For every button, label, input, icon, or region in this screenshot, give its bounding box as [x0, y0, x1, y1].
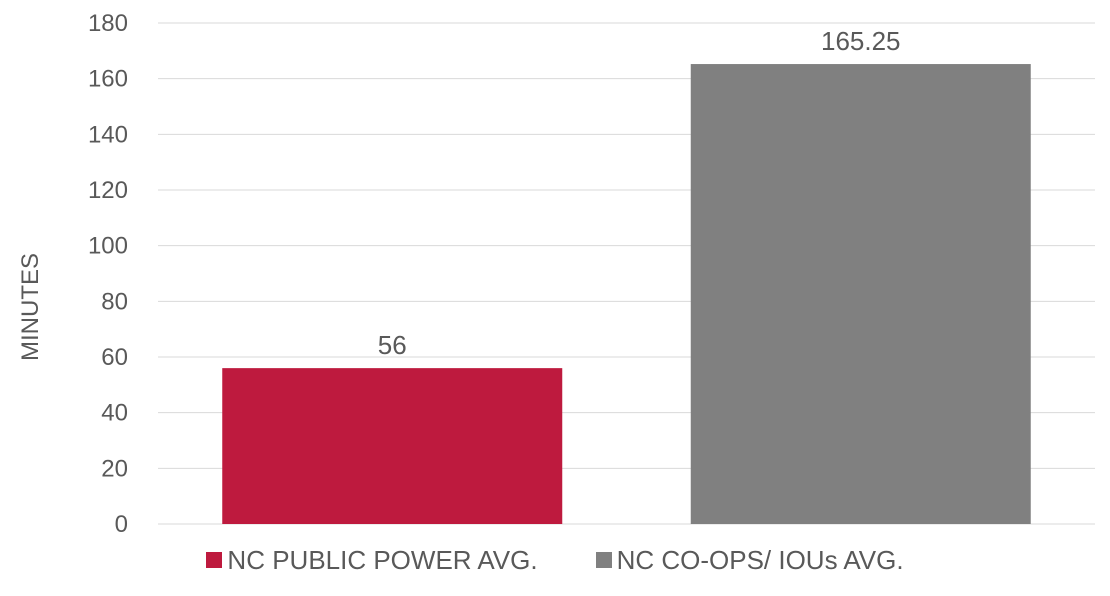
data-label-2: 165.25 [821, 26, 901, 56]
bar-chart: 0 20 40 60 80 100 120 140 160 180 56 165.25 MINUTE… [17, 10, 1095, 538]
y-tick-label: 40 [101, 400, 128, 427]
y-tick-label: 20 [101, 455, 128, 482]
bar-1 [222, 368, 563, 524]
y-tick-label: 120 [88, 177, 128, 204]
y-tick-label: 0 [115, 511, 128, 538]
y-axis-label: MINUTES [17, 253, 44, 361]
legend-label-coops-ious: NC CO-OPS/ IOUs AVG. [616, 544, 904, 575]
y-tick-label: 80 [101, 288, 128, 315]
data-label-1: 56 [378, 330, 407, 360]
bars [222, 64, 1031, 524]
legend-swatch-coops-ious [595, 552, 612, 568]
legend-item-coops-ious: NC CO-OPS/ IOUs AVG. [595, 544, 904, 576]
bar-2 [690, 64, 1031, 524]
y-axis-ticks: 0 20 40 60 80 100 120 140 160 180 [88, 10, 128, 538]
legend: NC PUBLIC POWER AVG. NC CO-OPS/ IOUs AVG… [0, 540, 1110, 580]
y-tick-label: 100 [88, 233, 128, 260]
y-tick-label: 140 [88, 121, 128, 148]
legend-label-public-power: NC PUBLIC POWER AVG. [227, 544, 538, 575]
y-tick-label: 60 [101, 344, 128, 371]
legend-item-public-power: NC PUBLIC POWER AVG. [206, 544, 538, 576]
legend-swatch-public-power [206, 552, 223, 568]
y-tick-label: 180 [88, 10, 128, 37]
y-tick-label: 160 [88, 66, 128, 93]
data-labels: 56 165.25 [378, 26, 901, 360]
